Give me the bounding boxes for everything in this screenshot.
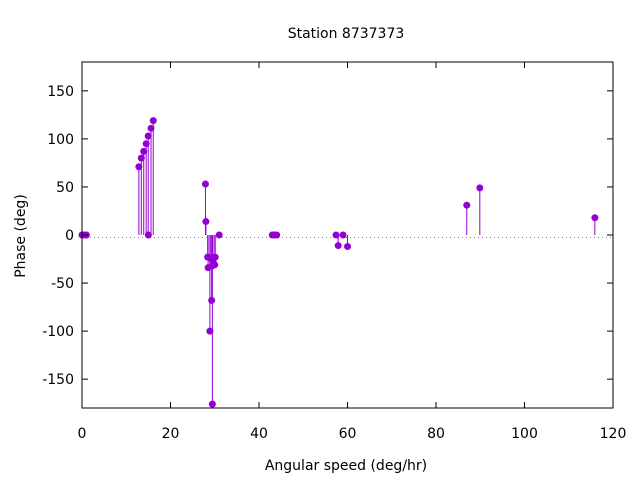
data-point <box>147 124 155 132</box>
data-point <box>215 231 223 239</box>
data-point <box>140 147 148 155</box>
data-point <box>208 400 216 408</box>
y-tick-label: 0 <box>65 228 74 244</box>
x-tick-label: 0 <box>78 426 87 442</box>
x-tick-label: 100 <box>511 426 538 442</box>
data-point <box>332 231 340 239</box>
data-point <box>201 180 209 188</box>
data-point <box>339 231 347 239</box>
y-tick-label: -150 <box>42 372 74 388</box>
data-point <box>476 184 484 192</box>
y-tick-label: 150 <box>47 84 74 100</box>
data-point <box>208 296 216 304</box>
data-point <box>211 253 219 261</box>
data-point <box>149 117 157 125</box>
chart-title: Station 8737373 <box>288 26 405 42</box>
y-tick-label: -100 <box>42 324 74 340</box>
data-point <box>591 214 599 222</box>
y-tick-label: -50 <box>51 276 74 292</box>
data-point <box>334 242 342 250</box>
y-axis-label: Phase (deg) <box>13 194 29 278</box>
y-axis-ticks: -150 -100 -50 0 50 100 150 <box>42 84 613 388</box>
y-tick-label: 100 <box>47 132 74 148</box>
data-point <box>206 327 214 335</box>
data-point <box>211 261 219 269</box>
y-tick-label: 50 <box>56 180 74 196</box>
x-tick-label: 40 <box>250 426 268 442</box>
data-point <box>463 201 471 209</box>
data-point <box>144 132 152 140</box>
data-point <box>142 140 150 148</box>
x-tick-label: 120 <box>600 426 627 442</box>
point-group <box>78 117 599 408</box>
x-axis-ticks: 0 20 40 60 80 100 120 <box>78 62 627 442</box>
data-point <box>144 231 152 239</box>
data-point <box>202 218 210 226</box>
x-tick-label: 80 <box>427 426 445 442</box>
data-point <box>344 243 351 251</box>
x-axis-label: Angular speed (deg/hr) <box>265 458 427 474</box>
data-point <box>135 163 143 171</box>
x-tick-label: 20 <box>162 426 180 442</box>
data-point <box>137 154 145 162</box>
data-point <box>273 231 281 239</box>
x-tick-label: 60 <box>339 426 357 442</box>
